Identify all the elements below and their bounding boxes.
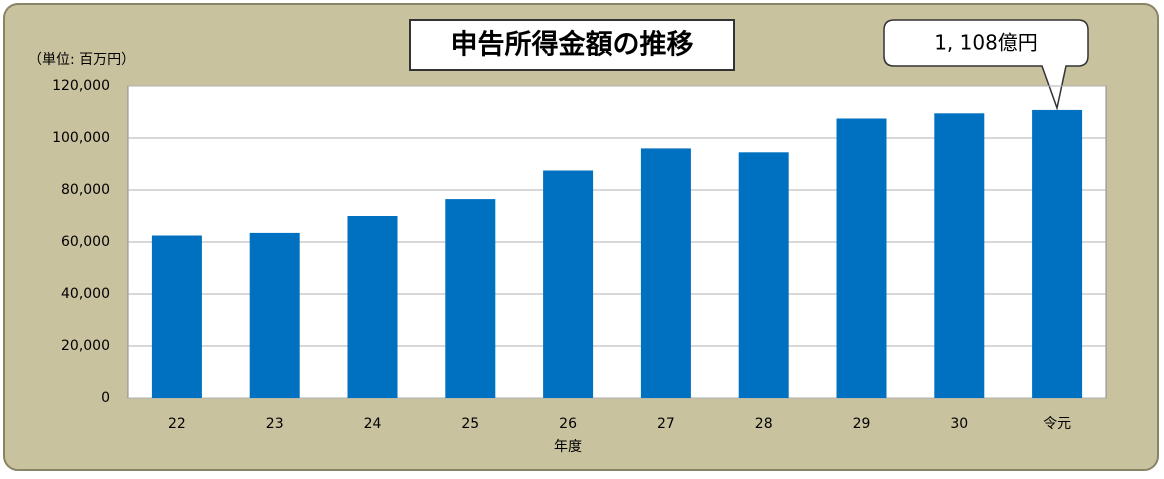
- annotation: 1, 108億円: [934, 31, 1038, 55]
- bar: [445, 199, 496, 398]
- bar: [1032, 109, 1083, 399]
- x-tick-label: 令元: [1043, 416, 1071, 432]
- y-tick-label: 120,000: [52, 78, 110, 94]
- x-tick-label: 27: [657, 416, 675, 432]
- y-tick-label: 40,000: [61, 286, 110, 302]
- y-tick-label: 0: [101, 390, 110, 406]
- x-tick-label: 30: [950, 416, 968, 432]
- callout: [883, 19, 1089, 111]
- x-tick-label: 29: [853, 416, 871, 432]
- x-tick-label: 28: [755, 416, 773, 432]
- x-tick-label: 23: [266, 416, 284, 432]
- x-tick-label: 22: [168, 416, 186, 432]
- y-tick-label: 80,000: [61, 182, 110, 198]
- y-tick-label: 60,000: [61, 234, 110, 250]
- title-box: [409, 19, 735, 71]
- bar: [836, 118, 887, 398]
- x-axis-label: 年度: [554, 439, 582, 455]
- chart-title: 申告所得金額の推移: [451, 29, 694, 61]
- bar: [249, 232, 300, 398]
- bar: [151, 235, 202, 398]
- unit-label: （単位: 百万円）: [28, 52, 135, 68]
- bar: [640, 148, 691, 398]
- x-tick-label: 26: [559, 416, 577, 432]
- y-tick-label: 100,000: [52, 130, 110, 146]
- x-tick-label: 25: [461, 416, 479, 432]
- y-tick-label: 20,000: [61, 338, 110, 354]
- x-tick-label: 24: [364, 416, 382, 432]
- bar: [543, 170, 594, 398]
- bar: [738, 152, 789, 398]
- bar: [934, 113, 985, 399]
- bar: [347, 216, 398, 398]
